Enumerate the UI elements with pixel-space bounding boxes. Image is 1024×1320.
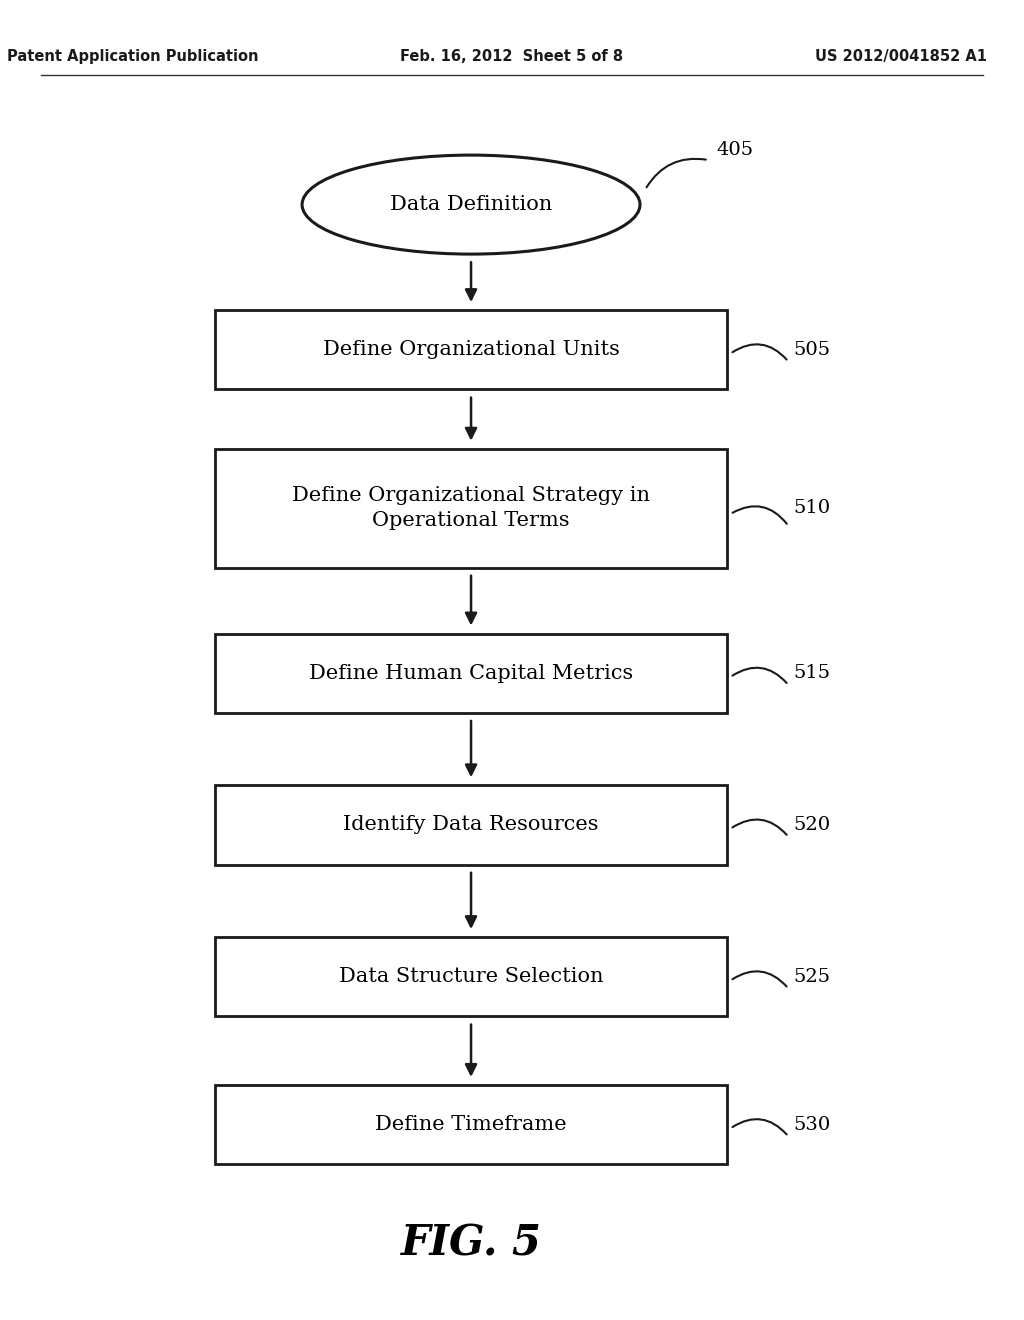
Text: 525: 525 bbox=[794, 968, 830, 986]
Text: 505: 505 bbox=[794, 341, 830, 359]
Text: Define Organizational Units: Define Organizational Units bbox=[323, 341, 620, 359]
FancyBboxPatch shape bbox=[215, 634, 727, 713]
FancyBboxPatch shape bbox=[215, 937, 727, 1016]
Text: FIG. 5: FIG. 5 bbox=[400, 1222, 542, 1265]
FancyBboxPatch shape bbox=[215, 310, 727, 389]
Text: Data Definition: Data Definition bbox=[390, 195, 552, 214]
FancyBboxPatch shape bbox=[215, 785, 727, 865]
Text: Define Human Capital Metrics: Define Human Capital Metrics bbox=[309, 664, 633, 682]
FancyBboxPatch shape bbox=[215, 449, 727, 568]
Text: 405: 405 bbox=[717, 141, 754, 160]
Text: Data Structure Selection: Data Structure Selection bbox=[339, 968, 603, 986]
Text: Identify Data Resources: Identify Data Resources bbox=[343, 816, 599, 834]
Text: 530: 530 bbox=[794, 1115, 830, 1134]
Text: 515: 515 bbox=[794, 664, 830, 682]
Text: Feb. 16, 2012  Sheet 5 of 8: Feb. 16, 2012 Sheet 5 of 8 bbox=[400, 49, 624, 65]
FancyBboxPatch shape bbox=[215, 1085, 727, 1164]
Ellipse shape bbox=[302, 156, 640, 255]
Text: 510: 510 bbox=[794, 499, 830, 517]
Text: Define Timeframe: Define Timeframe bbox=[375, 1115, 567, 1134]
Text: Patent Application Publication: Patent Application Publication bbox=[7, 49, 259, 65]
Text: Define Organizational Strategy in
Operational Terms: Define Organizational Strategy in Operat… bbox=[292, 486, 650, 531]
Text: 520: 520 bbox=[794, 816, 830, 834]
Text: US 2012/0041852 A1: US 2012/0041852 A1 bbox=[815, 49, 987, 65]
